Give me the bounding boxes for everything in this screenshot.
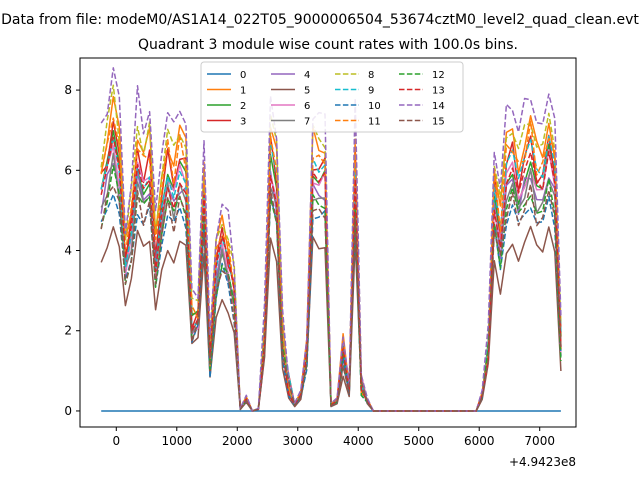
tick-layer: 0 1000 2000 3000 4000 5000 6000 7000 0 2 4 6 8 [64, 83, 555, 448]
y-tick-label: 2 [64, 324, 72, 338]
plot-area [79, 57, 577, 428]
legend-box [200, 61, 464, 133]
legend-label-15: 15 [432, 117, 445, 128]
legend-label-1: 1 [240, 86, 246, 97]
legend-label-0: 0 [240, 70, 246, 81]
legend-label-13: 13 [432, 86, 445, 97]
x-tick-label: 0 [112, 434, 120, 448]
y-tick-label: 4 [64, 244, 72, 258]
axes-frame [79, 57, 577, 428]
series-line-14 [100, 67, 562, 412]
y-tick-label: 0 [64, 404, 72, 418]
legend-label-14: 14 [432, 101, 445, 112]
y-tick-label: 8 [64, 83, 72, 97]
chart-title: Quadrant 3 module wise count rates with … [138, 37, 518, 53]
legend-label-9: 9 [368, 86, 374, 97]
chart-suptitle: Data from file: modeM0/AS1A14_022T05_900… [1, 12, 639, 28]
legend-label-10: 10 [368, 101, 381, 112]
legend-label-6: 6 [304, 101, 310, 112]
x-tick-label: 3000 [282, 434, 313, 448]
legend-label-2: 2 [240, 101, 246, 112]
x-tick-label: 5000 [403, 434, 434, 448]
legend-label-8: 8 [368, 70, 374, 81]
legend-label-3: 3 [240, 117, 246, 128]
y-tick-label: 6 [64, 163, 72, 177]
x-tick-label: 2000 [222, 434, 253, 448]
x-tick-label: 4000 [343, 434, 374, 448]
legend-label-5: 5 [304, 86, 310, 97]
x-tick-label: 1000 [162, 434, 193, 448]
legend-label-4: 4 [304, 70, 310, 81]
legend-label-7: 7 [304, 117, 310, 128]
series-layer [100, 67, 562, 412]
x-tick-label: 7000 [524, 434, 555, 448]
legend-label-11: 11 [368, 117, 381, 128]
x-tick-label: 6000 [464, 434, 495, 448]
x-offset-label: +4.9423e8 [509, 455, 576, 469]
series-line-15 [100, 183, 562, 412]
legend-label-12: 12 [432, 70, 445, 81]
